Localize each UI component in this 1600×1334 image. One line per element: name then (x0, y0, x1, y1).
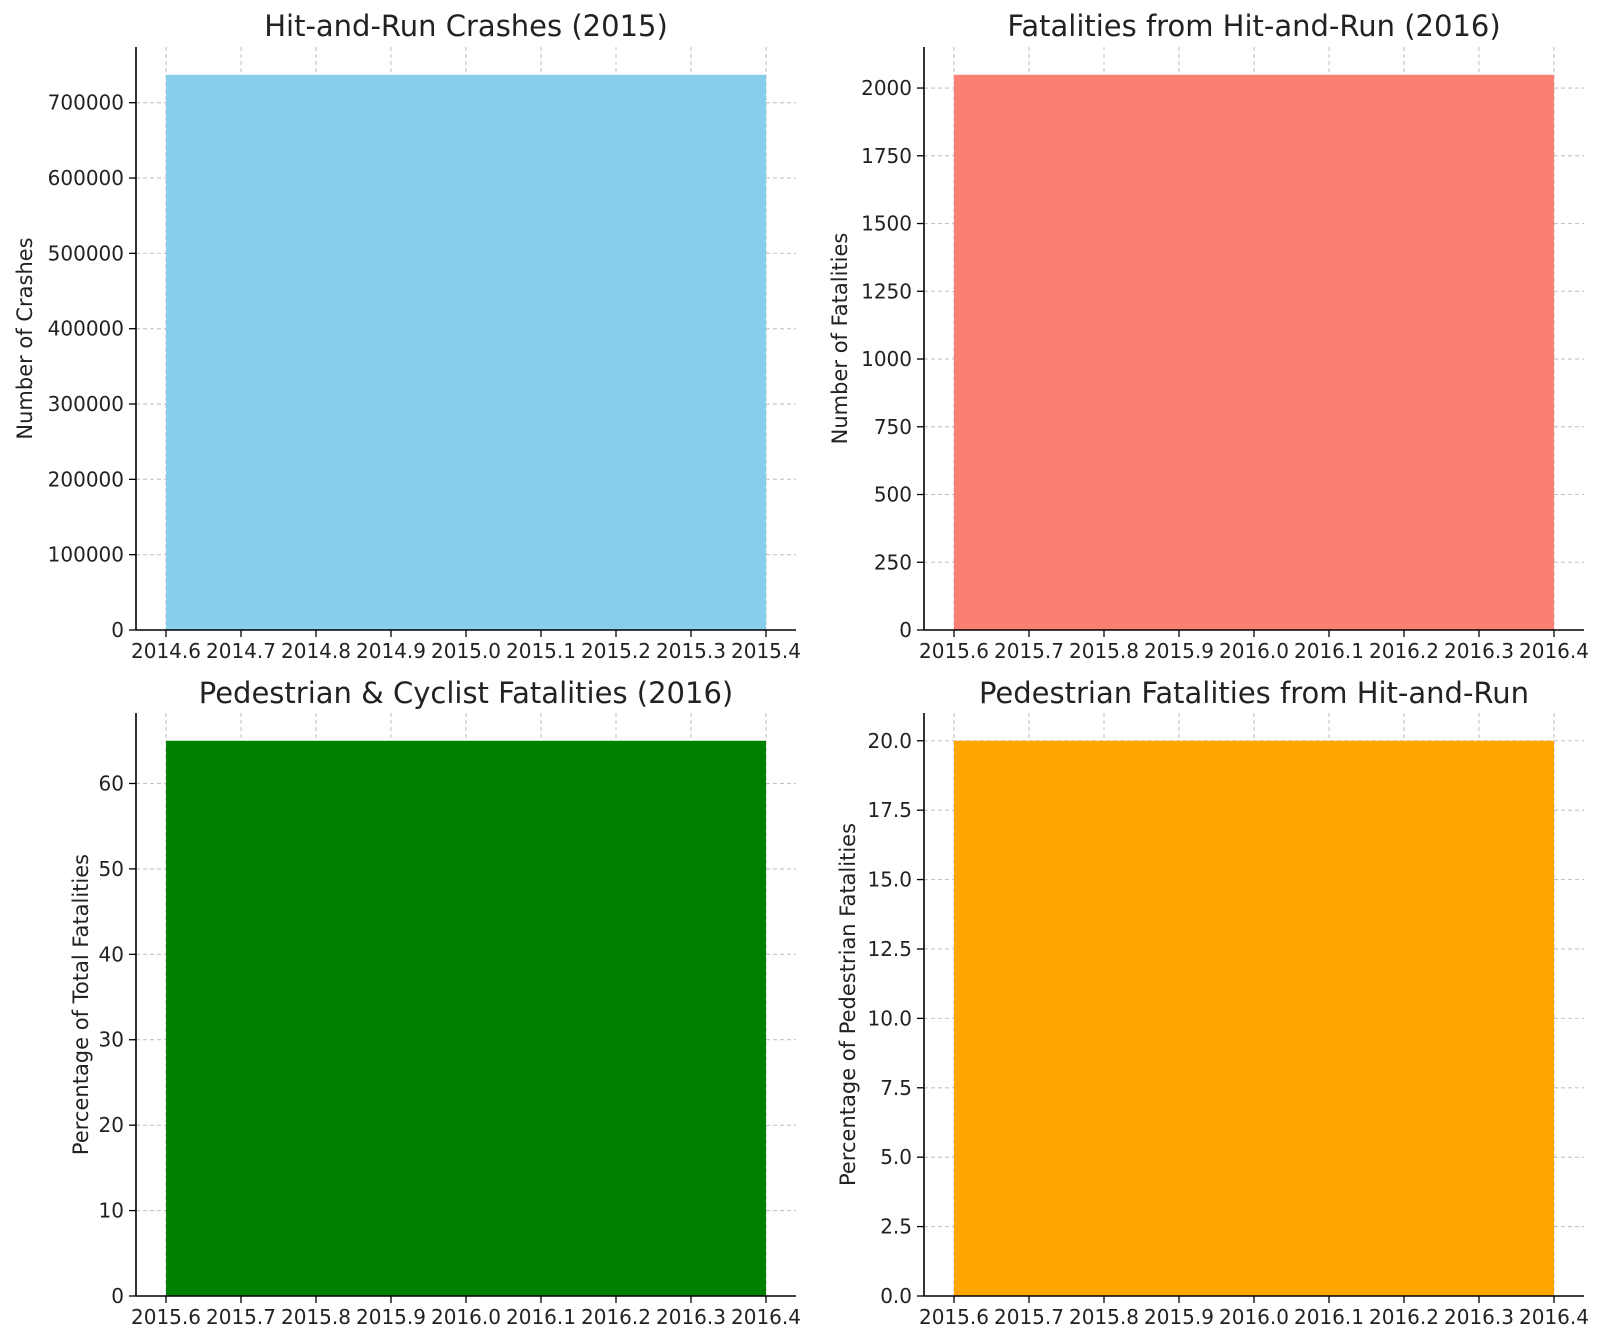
x-tick-label: 2016.3 (656, 1305, 726, 1329)
x-tick-label: 2016.0 (1219, 639, 1289, 663)
chart-panel-4: 2015.6 2015.7 2015.8 2015.9 2016.0 2016.1 2016… (836, 676, 1589, 1329)
x-tick-label: 2015.8 (1069, 639, 1139, 663)
x-tick-label: 2015.7 (994, 1305, 1064, 1329)
y-tick-label: 5.0 (880, 1145, 912, 1169)
y-tick-label: 300000 (48, 392, 124, 416)
y-tick-label: 17.5 (867, 798, 912, 822)
y-axis-label: Percentage of Pedestrian Fatalities (836, 823, 860, 1186)
y-axis-label: Number of Crashes (13, 237, 37, 439)
y-tick-label: 700000 (48, 91, 124, 115)
y-tick-label: 1750 (861, 144, 912, 168)
x-tick-label: 2014.9 (356, 639, 426, 663)
x-tick-label: 2015.7 (206, 1305, 276, 1329)
x-tick-label: 2016.1 (1294, 1305, 1364, 1329)
x-tick-label: 2016.2 (581, 1305, 651, 1329)
chart-panel-1: 2014.6 2014.7 2014.8 2014.9 2015.0 2015.1 2015… (13, 9, 801, 663)
y-tick-label: 0.0 (880, 1284, 912, 1308)
x-tick-label: 2014.8 (281, 639, 351, 663)
x-tick-label: 2016.0 (431, 1305, 501, 1329)
chart-panel-3: 2015.6 2015.7 2015.8 2015.9 2016.0 2016.1 2016… (69, 676, 801, 1329)
y-tick-label: 0 (111, 1284, 124, 1308)
x-tick-label: 2015.6 (131, 1305, 201, 1329)
bar (954, 74, 1554, 630)
x-tick-label: 2015.3 (656, 639, 726, 663)
bar (166, 740, 766, 1296)
y-tick-label: 500000 (48, 241, 124, 265)
x-tick-label: 2015.4 (731, 639, 801, 663)
y-axis-label: Percentage of Total Fatalities (69, 854, 93, 1155)
x-tick-label: 2015.6 (919, 1305, 989, 1329)
chart-title: Pedestrian & Cyclist Fatalities (2016) (199, 676, 733, 710)
x-tick-label: 2015.0 (431, 639, 501, 663)
y-tick-label: 20 (99, 1113, 124, 1137)
x-tick-label: 2016.2 (1369, 1305, 1439, 1329)
y-tick-label: 15.0 (867, 868, 912, 892)
y-axis-label: Number of Fatalities (828, 233, 852, 445)
chart-title: Pedestrian Fatalities from Hit-and-Run (979, 676, 1529, 710)
x-tick-label: 2014.7 (206, 639, 276, 663)
x-tick-label: 2015.2 (581, 639, 651, 663)
x-tick-label: 2015.1 (506, 639, 576, 663)
y-tick-label: 0 (899, 618, 912, 642)
y-tick-label: 200000 (48, 467, 124, 491)
y-tick-label: 600000 (48, 166, 124, 190)
y-tick-label: 50 (99, 857, 124, 881)
x-tick-label: 2015.8 (1069, 1305, 1139, 1329)
y-tick-label: 10.0 (867, 1006, 912, 1030)
y-tick-label: 250 (874, 550, 912, 574)
y-tick-label: 100000 (48, 543, 124, 567)
chart-title: Hit-and-Run Crashes (2015) (264, 9, 668, 43)
x-tick-label: 2016.1 (506, 1305, 576, 1329)
x-tick-label: 2016.0 (1219, 1305, 1289, 1329)
x-tick-label: 2016.3 (1444, 1305, 1514, 1329)
y-tick-label: 2.5 (880, 1215, 912, 1239)
y-tick-label: 20.0 (867, 729, 912, 753)
x-tick-label: 2016.1 (1294, 639, 1364, 663)
x-tick-label: 2015.7 (994, 639, 1064, 663)
y-tick-label: 10 (99, 1199, 124, 1223)
x-tick-label: 2015.9 (356, 1305, 426, 1329)
chart-panel-2: 2015.6 2015.7 2015.8 2015.9 2016.0 2016.1 2016… (828, 9, 1589, 663)
bar (166, 74, 766, 630)
y-tick-label: 7.5 (880, 1076, 912, 1100)
x-tick-label: 2015.9 (1144, 639, 1214, 663)
y-tick-label: 2000 (861, 76, 912, 100)
y-tick-label: 60 (99, 771, 124, 795)
y-tick-label: 1500 (861, 212, 912, 236)
x-tick-label: 2014.6 (131, 639, 201, 663)
x-tick-label: 2016.4 (731, 1305, 801, 1329)
y-tick-label: 500 (874, 483, 912, 507)
y-tick-label: 750 (874, 415, 912, 439)
y-tick-label: 1250 (861, 279, 912, 303)
x-tick-label: 2016.4 (1519, 639, 1589, 663)
x-tick-label: 2015.8 (281, 1305, 351, 1329)
y-tick-label: 0 (111, 618, 124, 642)
y-tick-label: 30 (99, 1028, 124, 1052)
bar (954, 740, 1554, 1296)
y-tick-label: 40 (99, 942, 124, 966)
x-tick-label: 2016.2 (1369, 639, 1439, 663)
x-tick-label: 2016.3 (1444, 639, 1514, 663)
y-tick-label: 12.5 (867, 937, 912, 961)
y-tick-label: 400000 (48, 317, 124, 341)
x-tick-label: 2015.9 (1144, 1305, 1214, 1329)
y-tick-label: 1000 (861, 347, 912, 371)
x-tick-label: 2015.6 (919, 639, 989, 663)
x-tick-label: 2016.4 (1519, 1305, 1589, 1329)
chart-title: Fatalities from Hit-and-Run (2016) (1007, 9, 1500, 43)
